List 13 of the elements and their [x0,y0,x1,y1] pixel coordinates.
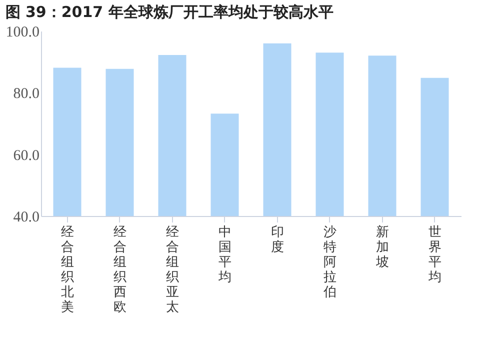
x-tick-label: 经合组织北美 [60,225,74,315]
x-tick-label: 新加坡 [374,225,389,270]
x-tick-label: 经合组织西欧 [113,225,126,315]
y-tick-label: 40.0 [13,210,40,226]
y-tick-label: 100.0 [6,24,40,40]
x-tick-label: 世界平均 [427,225,442,285]
y-tick-label: 60.0 [13,148,40,164]
x-tick-label: 印度 [270,225,284,255]
x-tick-label: 经合组织亚太 [166,225,179,315]
x-tick-label: 沙特阿拉伯 [322,225,336,300]
y-tick-label: 80.0 [13,86,40,102]
chart-title: 图 39：2017 年全球炼厂开工率均处于较高水平 [5,3,334,21]
x-tick-label: 中国平均 [217,225,232,285]
